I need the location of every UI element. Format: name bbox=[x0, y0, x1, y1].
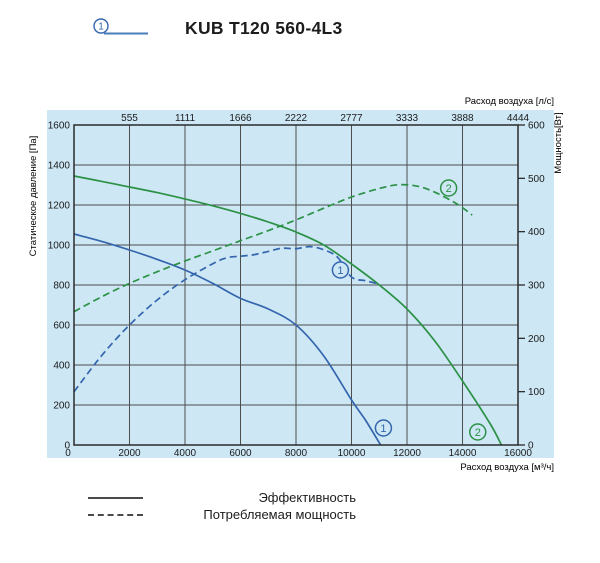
pressure-curve-1 bbox=[73, 233, 382, 446]
left-tick-label: 1200 bbox=[48, 201, 71, 212]
bottom-tick-label: 16000 bbox=[504, 448, 532, 459]
curve-number-label: 1 bbox=[337, 265, 343, 277]
circled-number-icon bbox=[374, 419, 393, 437]
curve-number-label: 2 bbox=[475, 427, 481, 439]
top-tick-label: 555 bbox=[121, 113, 138, 124]
right-tick-label: 400 bbox=[528, 227, 545, 238]
top-tick-label: 3333 bbox=[396, 113, 419, 124]
power-curve-1 bbox=[73, 245, 377, 393]
circled-number-icon bbox=[331, 261, 350, 279]
left-tick-label: 0 bbox=[64, 441, 70, 452]
chart-panel-background bbox=[47, 110, 554, 458]
curve-number-markers: 1 1 2 2 bbox=[331, 179, 487, 441]
left-tick-label: 1600 bbox=[48, 121, 71, 132]
bottom-tick-label: 0 bbox=[65, 448, 71, 459]
bottom-tick-label: 4000 bbox=[174, 448, 197, 459]
power-curve-2 bbox=[73, 183, 473, 313]
legend-item-efficiency: Эффективность bbox=[88, 489, 356, 506]
bottom-tick-label: 8000 bbox=[285, 448, 308, 459]
right-tick-label: 500 bbox=[528, 174, 545, 185]
header: 1 KUB T120 560-4L3 bbox=[0, 10, 600, 46]
top-axis-title: Расход воздуха [л/с] bbox=[465, 96, 554, 107]
chart-legend: Эффективность Потребляемая мощность bbox=[88, 489, 356, 523]
chart-curves bbox=[73, 175, 503, 446]
left-tick-label: 1000 bbox=[48, 241, 71, 252]
bottom-tick-label: 14000 bbox=[449, 448, 477, 459]
bottom-tick-label: 6000 bbox=[229, 448, 252, 459]
circled-number-icon bbox=[93, 18, 109, 34]
left-tick-label: 400 bbox=[53, 361, 70, 372]
top-tick-label: 1666 bbox=[229, 113, 252, 124]
performance-chart: 0 2000 4000 6000 8000 10000 12000 14000 16000555… bbox=[28, 96, 564, 473]
curve-number-label: 1 bbox=[380, 423, 386, 435]
top-tick-label: 3888 bbox=[451, 113, 474, 124]
left-axis-title: Статическое давление [Па] bbox=[28, 136, 39, 257]
axis-tick-labels: 0 2000 4000 6000 8000 10000 12000 14000 16000555… bbox=[48, 113, 545, 459]
solid-line-swatch-icon bbox=[88, 496, 143, 499]
bottom-tick-label: 12000 bbox=[393, 448, 421, 459]
pressure-curve-2 bbox=[73, 175, 503, 446]
right-axis-title: Мощность[Вт] bbox=[553, 112, 564, 173]
legend-label: Эффективность bbox=[258, 490, 356, 505]
dashed-line-swatch-icon bbox=[88, 513, 143, 516]
bottom-axis-title: Расход воздуха [м³/ч] bbox=[460, 462, 554, 473]
chart-gridlines bbox=[74, 125, 518, 445]
circled-number-icon bbox=[439, 179, 458, 197]
left-tick-label: 800 bbox=[53, 281, 70, 292]
right-tick-label: 100 bbox=[528, 387, 545, 398]
page-title: KUB T120 560-4L3 bbox=[185, 18, 343, 38]
left-tick-label: 600 bbox=[53, 321, 70, 332]
top-tick-label: 2222 bbox=[285, 113, 308, 124]
circled-number-icon bbox=[469, 423, 487, 441]
curve-number-label: 2 bbox=[446, 183, 452, 195]
chart-area: 0 2000 4000 6000 8000 10000 12000 14000 16000 555… bbox=[28, 96, 564, 473]
left-tick-label: 1400 bbox=[48, 161, 71, 172]
legend-item-power: Потребляемая мощность bbox=[88, 506, 356, 523]
right-tick-label: 200 bbox=[528, 334, 545, 345]
top-tick-label: 4444 bbox=[507, 113, 530, 124]
right-tick-label: 300 bbox=[528, 281, 545, 292]
header-marker-number: 1 bbox=[98, 22, 104, 33]
top-tick-label: 1111 bbox=[175, 113, 195, 124]
left-tick-label: 200 bbox=[53, 401, 70, 412]
right-tick-label: 600 bbox=[528, 121, 545, 132]
legend-label: Потребляемая мощность bbox=[203, 507, 356, 522]
bottom-tick-label: 2000 bbox=[118, 448, 141, 459]
bottom-tick-label: 10000 bbox=[338, 448, 366, 459]
header-curve-marker: 1 bbox=[93, 18, 148, 35]
top-tick-label: 2777 bbox=[340, 113, 363, 124]
right-tick-label: 0 bbox=[528, 441, 534, 452]
